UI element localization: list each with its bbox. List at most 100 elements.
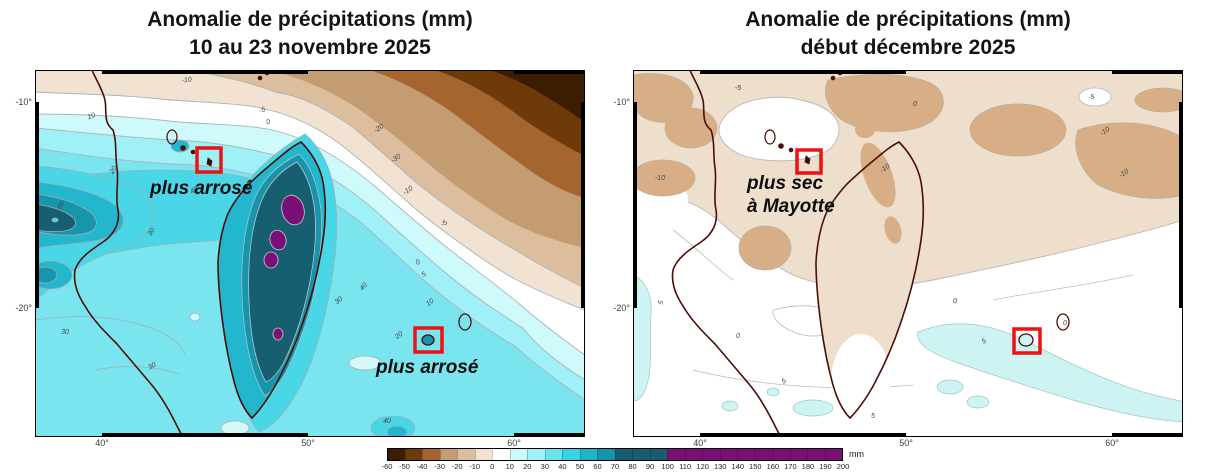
colorbar-tick: 150 — [749, 462, 762, 471]
colorbar-tick: 40 — [558, 462, 567, 471]
contour-label: 0 — [415, 259, 422, 267]
colorbar-tick: -50 — [399, 462, 410, 471]
left-lon-label-60: 60° — [507, 438, 521, 448]
colorbar-segment — [719, 449, 737, 460]
contour-label: 5 — [421, 271, 428, 279]
left-map: -10 -5 0 -20 -30 -10 -5 0 5 10 20 30 10 20 30 30 30 40 40 4… — [35, 70, 585, 437]
colorbar-tick: 10 — [505, 462, 514, 471]
colorbar-segment — [562, 449, 580, 460]
right-map: -10 -10 -5 -10 -10 -5 0 0 5 5 0 5 0 5 — [633, 70, 1183, 437]
contour-label: -10 — [1118, 168, 1130, 180]
left-lat-label-20: -20° — [15, 303, 32, 313]
contour-label: 30 — [334, 296, 345, 306]
contour-label: 0 — [953, 298, 957, 305]
highlight-box-reunion — [413, 326, 444, 354]
colorbar-segment — [684, 449, 702, 460]
colorbar-segment — [649, 449, 667, 460]
colorbar-segment — [772, 449, 790, 460]
colorbar-tick: 50 — [575, 462, 585, 471]
contour-label: -10 — [655, 175, 665, 182]
contour-label: 10 — [87, 112, 97, 121]
colorbar-tick: 200 — [836, 462, 850, 471]
colorbar-tick: -60 — [381, 462, 393, 471]
contour-label: 60 — [279, 195, 289, 205]
colorbar-tick: -10 — [469, 462, 481, 471]
mauritius-island — [458, 313, 472, 331]
contour-label: 0 — [913, 101, 917, 108]
colorbar-tick-labels: -60 -50 -40 -30 -20 -10 0 10 20 30 40 50 60 70 80 90 100… — [382, 462, 850, 474]
zanzibar-island — [830, 75, 836, 81]
comoros-island — [180, 145, 186, 151]
glorieuses-island — [764, 129, 776, 145]
left-lon-label-50: 50° — [301, 438, 315, 448]
contour-label: -10 — [181, 76, 192, 84]
contour-label: 0 — [736, 333, 740, 340]
left-map-madagascar-anomaly — [217, 141, 326, 419]
colorbar-tick: 130 — [713, 462, 727, 471]
contour-label: 0 — [265, 119, 271, 127]
left-map-title: Anomalie de précipitations (mm) 10 au 23… — [35, 6, 585, 62]
contour-label: 20 — [108, 165, 119, 176]
right-lat-label-10: -10° — [613, 97, 630, 107]
mayotte-island — [804, 155, 811, 165]
right-map-frame — [633, 70, 1183, 437]
madagascar-coastline — [217, 141, 327, 420]
colorbar-tick: 120 — [696, 462, 709, 471]
contour-label: -10 — [879, 163, 891, 175]
colorbar-tick: 180 — [801, 462, 815, 471]
africa-coastline — [73, 70, 184, 437]
colorbar-tick: -20 — [451, 462, 463, 471]
contour-label: 30 — [147, 362, 157, 372]
colorbar-segment — [422, 449, 440, 460]
colorbar-segment — [789, 449, 807, 460]
left-map-frame — [35, 70, 585, 437]
contour-label: -5 — [735, 85, 741, 92]
colorbar-segment — [439, 449, 457, 460]
right-map-title: Anomalie de précipitations (mm) début dé… — [633, 6, 1183, 62]
colorbar-segment — [702, 449, 720, 460]
reunion-island — [421, 334, 435, 346]
left-map-anomaly-bands — [35, 70, 585, 401]
contour-label: -5 — [440, 219, 449, 228]
contour-label: -10 — [402, 185, 414, 197]
colorbar-segment — [544, 449, 562, 460]
contour-label: 5 — [658, 300, 666, 305]
colorbar-segment — [667, 449, 685, 460]
colorbar-unit-label: mm — [849, 449, 864, 459]
right-lon-label-40: 40° — [693, 438, 707, 448]
right-map-contour-labels: -10 -10 -5 -10 -10 -5 0 0 5 5 0 5 0 5 — [655, 85, 1130, 420]
left-map-contour-labels: -10 -5 0 -20 -30 -10 -5 0 5 10 20 30 10 20 30 30 30 40 40 4… — [57, 76, 449, 425]
comoros-island — [190, 149, 196, 155]
colorbar-segment — [597, 449, 615, 460]
colorbar-tick: 110 — [679, 462, 692, 471]
africa-coastline — [671, 70, 782, 437]
colorbar-tick: 30 — [540, 462, 550, 471]
reunion-island — [1018, 333, 1034, 347]
contour-label: 20 — [393, 331, 404, 342]
contour-label: 50 — [57, 201, 66, 211]
left-annotation-mayotte: plus arrosé — [150, 178, 253, 199]
madagascar-coastline — [815, 141, 925, 420]
right-map-madagascar-anomaly — [816, 122, 924, 430]
comoros-island — [778, 143, 784, 149]
colorbar-tick: 90 — [645, 462, 655, 471]
left-lon-label-40: 40° — [95, 438, 109, 448]
left-map-highlight-boxes — [195, 146, 444, 354]
contour-label: 30 — [147, 227, 157, 237]
colorbar-segment — [474, 449, 492, 460]
mayotte-island — [206, 157, 213, 167]
contour-label: -5 — [1088, 93, 1096, 101]
glorieuses-island — [166, 129, 178, 145]
colorbar-tick: 70 — [610, 462, 620, 471]
right-lat-label-20: -20° — [613, 303, 630, 313]
right-map-highlight-boxes — [795, 148, 1042, 355]
left-lat-label-10: -10° — [15, 97, 32, 107]
colorbar-tick: 80 — [628, 462, 637, 471]
right-lon-label-60: 60° — [1105, 438, 1119, 448]
colorbar-segment — [754, 449, 772, 460]
colorbar — [387, 448, 843, 461]
zanzibar-island — [257, 75, 263, 81]
contour-label: 40 — [189, 186, 199, 196]
contour-label: 5 — [781, 378, 788, 386]
